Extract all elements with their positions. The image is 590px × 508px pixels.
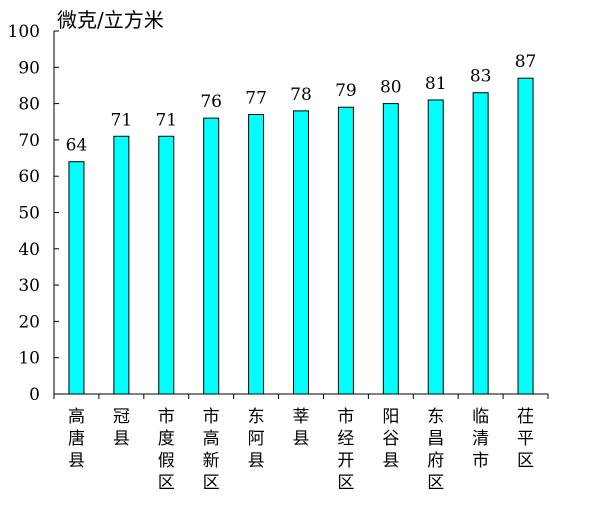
bar: [203, 117, 220, 395]
y-tick-label: 30: [18, 276, 40, 296]
x-category-label: 阳谷县: [382, 407, 399, 471]
y-tick-label: 50: [18, 204, 40, 224]
y-tick-label: 70: [18, 131, 40, 151]
bar: [158, 135, 175, 395]
bar: [517, 77, 534, 395]
bar: [337, 106, 354, 395]
y-tick-label: 90: [18, 58, 40, 78]
bar: [68, 161, 85, 395]
x-category-label: 冠县: [113, 407, 130, 449]
bar: [472, 92, 489, 395]
bar: [293, 110, 309, 395]
x-category-label: 东昌府区: [427, 407, 444, 493]
x-category-label: 茌平区: [517, 407, 534, 471]
y-tick-label: 10: [18, 349, 40, 369]
x-category-label: 市经开区: [337, 407, 354, 493]
data-label: 87: [515, 52, 537, 72]
data-label: 83: [470, 67, 492, 87]
y-tick-label: 80: [18, 95, 40, 115]
data-label: 64: [66, 136, 88, 156]
axes: 0 10 20 30 40 50 60 70 80 90 100: [8, 22, 549, 405]
data-label: 80: [380, 78, 402, 98]
labels: 64 高唐县 71 冠县 71 市度假区 76 市高新区 77 东阿县 78 莘县 79 市经开区 80 阳谷…: [66, 52, 537, 493]
y-tick-label: 20: [18, 312, 40, 332]
x-category-label: 市度假区: [158, 407, 175, 493]
x-category-label: 高唐县: [68, 407, 85, 471]
bar: [382, 103, 399, 395]
bar: [427, 99, 444, 395]
x-category-label: 临清市: [472, 407, 489, 471]
y-tick-label: 0: [29, 385, 40, 405]
data-label: 71: [155, 110, 177, 130]
x-category-label: 莘县: [293, 407, 310, 449]
y-tick-label: 60: [18, 167, 40, 187]
bar: [113, 135, 130, 395]
data-label: 81: [425, 74, 447, 94]
data-label: 71: [111, 110, 133, 130]
data-label: 76: [200, 92, 222, 112]
x-category-label: 东阿县: [248, 407, 265, 471]
data-label: 77: [245, 88, 267, 108]
y-tick-label: 40: [18, 240, 40, 260]
data-label: 78: [290, 85, 312, 105]
y-axis-unit-label: 微克/立方米: [57, 8, 164, 32]
x-category-label: 市高新区: [203, 407, 220, 493]
y-tick-label: 100: [8, 22, 40, 42]
bar: [248, 113, 265, 395]
bars: [68, 77, 534, 395]
data-label: 79: [335, 81, 357, 101]
